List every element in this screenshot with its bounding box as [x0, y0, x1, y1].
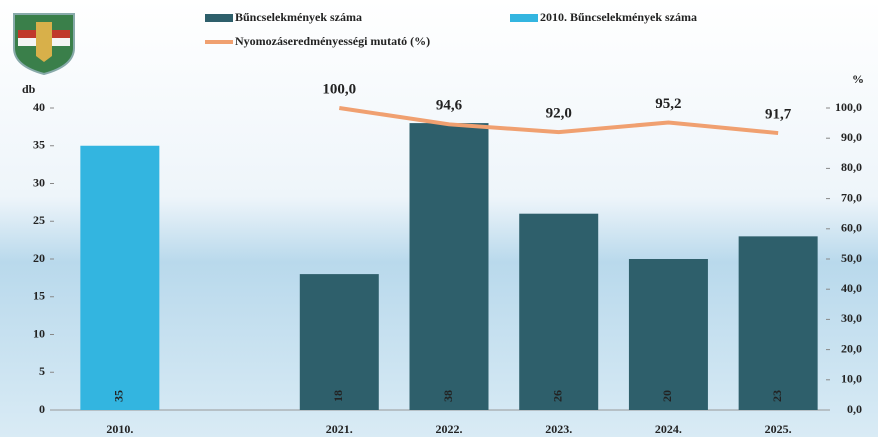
x-tick-label: 2025. — [765, 422, 792, 436]
bar-value-label: 20 — [660, 390, 674, 402]
x-tick-label: 2010. — [106, 422, 133, 436]
legend-label: Bűncselekmények száma — [235, 10, 362, 24]
line-value-label: 92,0 — [546, 106, 572, 122]
bar — [299, 274, 379, 410]
y-tick-label: 30 — [33, 175, 45, 189]
y2-tick-label: 50,0 — [841, 251, 862, 265]
y-tick-label: 0 — [39, 402, 45, 416]
y2-tick-label: 10,0 — [841, 372, 862, 386]
y-tick-label: 5 — [39, 364, 45, 378]
line-value-label: 91,7 — [765, 107, 792, 123]
legend-swatch — [205, 14, 233, 22]
bar-value-label: 23 — [770, 390, 784, 402]
y2-tick-label: 80,0 — [841, 160, 862, 174]
bar-value-label: 38 — [441, 390, 455, 402]
legend-swatch — [510, 14, 538, 22]
bar — [80, 145, 160, 410]
y2-tick-label: 20,0 — [841, 341, 862, 355]
y2-tick-label: 90,0 — [841, 130, 862, 144]
x-tick-label: 2021. — [326, 422, 353, 436]
y2-tick-label: 40,0 — [841, 281, 862, 295]
y-tick-label: 25 — [33, 213, 45, 227]
y2-axis-unit: % — [852, 72, 864, 86]
y2-tick-label: 100,0 — [835, 100, 862, 114]
legend-label: 2010. Bűncselekmények száma — [540, 10, 697, 24]
y2-tick-label: 70,0 — [841, 190, 862, 204]
line — [338, 106, 779, 136]
bar — [519, 213, 599, 410]
bar-value-label: 35 — [112, 390, 126, 402]
y-tick-label: 20 — [33, 251, 45, 265]
line-value-label: 95,2 — [655, 96, 681, 112]
legend-label: Nyomozáseredményességi mutató (%) — [235, 34, 430, 48]
x-tick-label: 2022. — [436, 422, 463, 436]
logo — [13, 13, 75, 76]
bar-value-label: 18 — [331, 390, 345, 402]
bar — [409, 123, 489, 410]
y-tick-label: 40 — [33, 100, 45, 114]
y-tick-label: 35 — [33, 138, 45, 152]
y2-tick-label: 60,0 — [841, 221, 862, 235]
x-tick-label: 2023. — [545, 422, 572, 436]
y-axis-unit: db — [22, 82, 36, 96]
y-tick-label: 10 — [33, 326, 45, 340]
bar-value-label: 26 — [550, 390, 564, 402]
line-value-label: 100,0 — [322, 81, 356, 97]
bar — [738, 236, 818, 410]
y2-tick-label: 30,0 — [841, 311, 862, 325]
line-value-label: 94,6 — [436, 98, 463, 114]
y2-tick-label: 0,0 — [847, 402, 862, 416]
bar — [628, 259, 708, 410]
x-tick-label: 2024. — [655, 422, 682, 436]
y-tick-label: 15 — [33, 289, 45, 303]
